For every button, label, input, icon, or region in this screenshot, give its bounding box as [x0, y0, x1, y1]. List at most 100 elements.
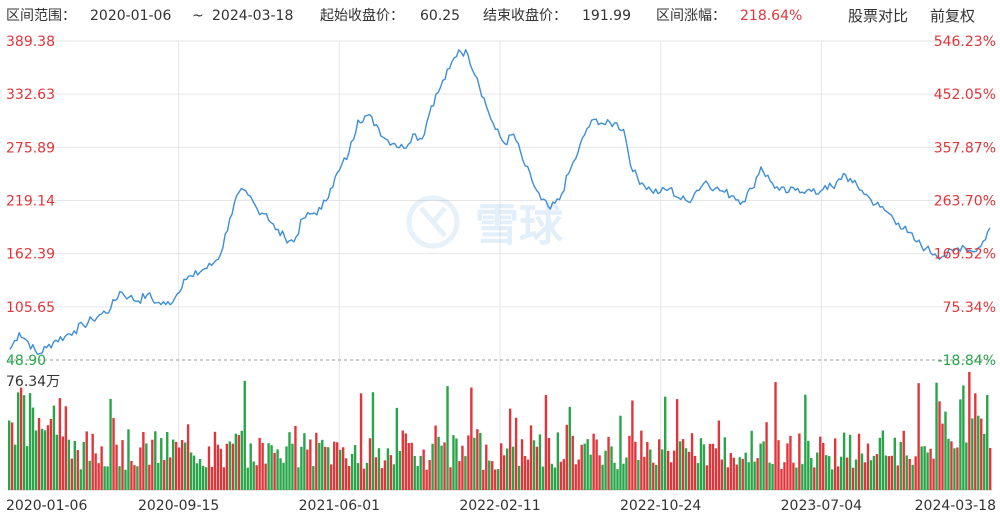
start-close-label: 起始收盘价：: [320, 8, 404, 24]
volume-bar: [383, 460, 387, 490]
volume-bar: [52, 405, 56, 490]
volume-bar: [863, 462, 867, 490]
volume-bar: [544, 395, 548, 490]
volume-bar: [279, 458, 282, 490]
volume-bar: [896, 465, 899, 490]
volume-bar: [186, 424, 190, 490]
volume-bar: [777, 440, 780, 490]
volume-bar: [881, 430, 885, 490]
volume-bar: [103, 466, 106, 490]
volume-bar: [434, 425, 437, 490]
volume-bar: [500, 443, 503, 490]
volume-bar: [857, 433, 861, 490]
volume-bar: [183, 442, 187, 490]
volume-bar: [404, 433, 407, 490]
volume-bar: [64, 406, 68, 490]
volume-bar: [22, 395, 26, 490]
volume-bar: [798, 433, 801, 490]
volume-bar: [771, 464, 774, 490]
volume-bar: [684, 448, 688, 490]
volume-bar: [622, 463, 625, 490]
volume-bar: [842, 432, 846, 490]
volume-max-label: 76.34万: [6, 374, 60, 390]
volume-bar: [702, 444, 706, 490]
volume-bar: [389, 455, 393, 490]
volume-bar: [711, 443, 715, 490]
volume-bar: [401, 430, 404, 490]
volume-bar: [851, 467, 855, 490]
stock-compare-button[interactable]: 股票对比: [848, 7, 909, 25]
volume-bar: [529, 425, 533, 490]
volume-bar: [228, 441, 232, 490]
volume-bar: [643, 456, 646, 490]
volume-bar: [58, 398, 62, 490]
x-tick-label: 2020-09-15: [138, 498, 219, 514]
volume-bar: [115, 444, 118, 490]
y-axis-left: 389.38 332.63 275.89 219.14 162.39 105.65 48.9…: [6, 34, 55, 369]
volume-bar: [690, 433, 694, 490]
volume-bar: [491, 461, 494, 490]
volume-bar: [49, 419, 53, 490]
volume-bar: [828, 456, 831, 490]
volume-bar: [589, 454, 592, 490]
volume-bar: [419, 456, 422, 490]
volume-bar: [884, 455, 888, 490]
volume-bar: [819, 436, 822, 490]
price-line: [9, 49, 991, 355]
volume-bar: [953, 448, 956, 490]
volume-bar: [986, 395, 989, 490]
y-tick-label-left: 332.63: [6, 87, 55, 103]
x-tick-label: 2023-07-04: [781, 498, 862, 514]
volume-bar: [860, 453, 864, 490]
y-tick-label-left: 389.38: [6, 34, 55, 50]
volume-bar: [464, 456, 467, 490]
volume-bar: [177, 447, 181, 490]
volume-bar: [216, 444, 220, 490]
volume-bar: [947, 438, 950, 490]
volume-bar: [380, 468, 384, 490]
volume-bar: [437, 436, 440, 490]
volume-bar: [40, 428, 44, 490]
volume-bar: [980, 418, 983, 490]
volume-bar: [628, 435, 631, 490]
volume-bar: [70, 458, 73, 490]
volume-bar: [723, 437, 727, 490]
volume-bar: [783, 462, 786, 490]
volume-bar: [225, 443, 229, 490]
volume-bar: [526, 459, 530, 490]
volume-bar: [559, 461, 563, 490]
volume-bar: [318, 442, 321, 490]
volume-bar: [658, 439, 661, 490]
volume-bar: [392, 464, 396, 490]
adjust-mode-button[interactable]: 前复权: [930, 7, 976, 25]
volume-bar: [130, 460, 133, 490]
volume-bar: [210, 466, 214, 490]
volume-bar: [374, 457, 378, 490]
volume-bar: [356, 463, 360, 490]
volume-bar: [306, 449, 309, 490]
volume-bar: [508, 408, 512, 490]
volume-bar: [240, 430, 243, 490]
volume-bar: [46, 425, 50, 490]
volume-bar: [425, 469, 428, 490]
volume-bar: [613, 462, 616, 490]
volume-bar: [494, 469, 497, 490]
volume-bar: [822, 443, 825, 490]
volume-bar: [476, 429, 479, 490]
volume-bar: [926, 452, 929, 490]
volume-bar: [309, 439, 312, 490]
volume-bar: [410, 442, 413, 490]
volume-bar: [76, 450, 79, 490]
volume-bar: [744, 452, 747, 490]
volume-bar: [479, 432, 482, 490]
volume-bar: [583, 443, 586, 490]
volume-bar: [166, 432, 169, 490]
volume-bar: [461, 445, 464, 490]
volume-bar: [431, 443, 434, 490]
volume-bars: [8, 372, 992, 490]
change-label: 区间涨幅：: [656, 8, 726, 24]
volume-bar: [634, 441, 637, 490]
y-tick-label-left: 162.39: [6, 247, 55, 263]
volume-bar: [714, 448, 718, 490]
volume-bar: [920, 446, 923, 490]
